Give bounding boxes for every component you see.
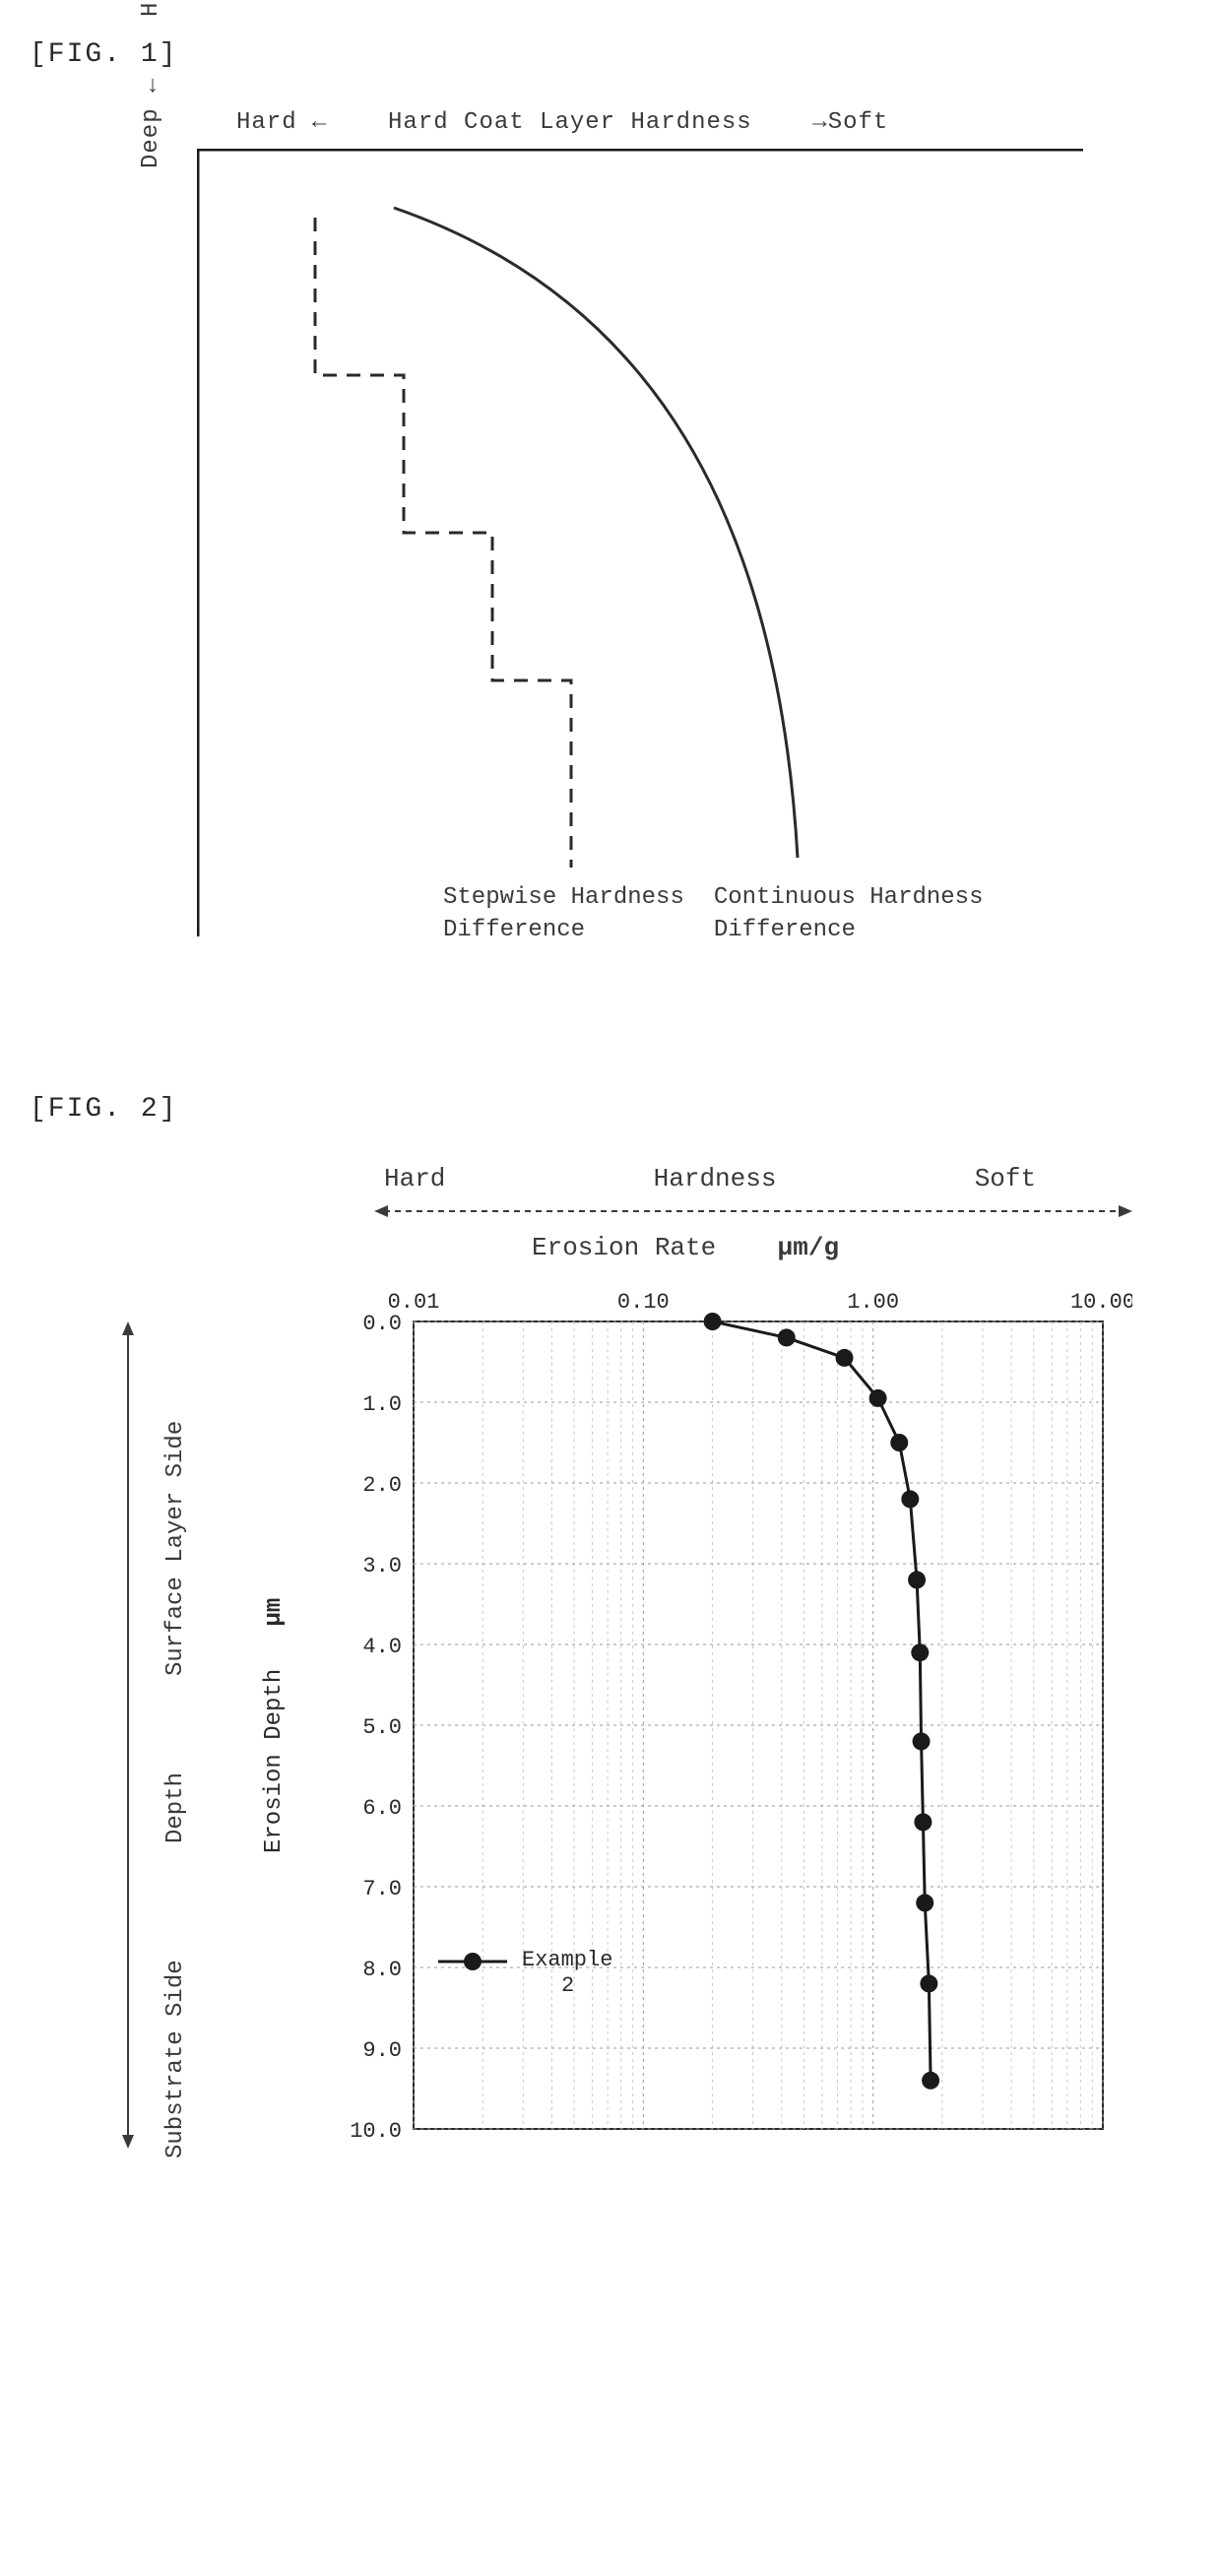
svg-text:2: 2 <box>561 1973 574 1998</box>
fig1-legend-continuous-l2: Difference <box>714 917 856 943</box>
fig2-depth-bottom-label: Substrate Side <box>162 1960 189 2158</box>
fig1-x-left: Hard ← <box>236 109 327 136</box>
fig2-label: [FIG. 2] <box>30 1094 1191 1125</box>
svg-text:5.0: 5.0 <box>362 1715 402 1740</box>
fig2-hardness-left: Hard <box>384 1164 445 1193</box>
svg-text:0.0: 0.0 <box>362 1312 402 1336</box>
fig2-x-title-text: Erosion Rate <box>532 1233 716 1262</box>
svg-text:1.0: 1.0 <box>362 1392 402 1417</box>
fig1-legend: Stepwise Hardness Difference Continuous … <box>443 882 984 946</box>
fig2-hardness-arrow-icon <box>374 1201 1132 1221</box>
figure-2: [FIG. 2] Hard Hardness Soft Erosion Rate… <box>30 1094 1191 2208</box>
fig2-hardness-right: Soft <box>975 1164 1036 1193</box>
fig1-x-center: Hard Coat Layer Hardness <box>388 109 752 136</box>
fig1-x-axis-label: Hard ← Hard Coat Layer Hardness →Soft <box>236 109 1044 136</box>
fig1-plot-svg <box>197 149 1083 936</box>
fig1-container: Hard ← Hard Coat Layer Hardness →Soft De… <box>148 109 1113 976</box>
fig1-legend-stepwise-l2: Difference <box>443 917 585 943</box>
svg-text:1.00: 1.00 <box>847 1290 899 1315</box>
fig2-y-title: Erosion Depth µm <box>261 1598 288 1853</box>
svg-text:4.0: 4.0 <box>362 1635 402 1659</box>
fig2-plot-svg: 0.010.101.0010.000.01.02.03.04.05.06.07.… <box>335 1272 1132 2158</box>
fig1-y-axis-label: Deep ← Hard Coat Layer Depth → Shallow <box>138 0 164 168</box>
fig1-legend-stepwise: Stepwise Hardness Difference <box>443 882 684 946</box>
fig1-label: [FIG. 1] <box>30 39 1191 70</box>
fig2-hardness-label: Hard Hardness Soft <box>384 1164 1123 1193</box>
svg-text:8.0: 8.0 <box>362 1958 402 1982</box>
fig2-depth-mid-label: Depth <box>162 1772 189 1843</box>
fig1-legend-stepwise-l1: Stepwise Hardness <box>443 884 684 911</box>
fig1-y-center: Hard Coat Layer Depth <box>138 0 164 17</box>
svg-text:6.0: 6.0 <box>362 1796 402 1821</box>
fig1-legend-continuous-l1: Continuous Hardness <box>714 884 984 911</box>
fig2-y-unit: µm <box>261 1598 288 1627</box>
svg-text:10.0: 10.0 <box>350 2119 402 2144</box>
svg-text:0.10: 0.10 <box>617 1290 670 1315</box>
fig2-depth-top-label: Surface Layer Side <box>162 1421 189 1676</box>
fig1-y-bottom: Deep ← <box>138 78 164 168</box>
fig2-x-title: Erosion Rate µm/g <box>532 1233 839 1262</box>
svg-text:3.0: 3.0 <box>362 1554 402 1578</box>
fig2-container: Hard Hardness Soft Erosion Rate µm/g Sur… <box>108 1164 1152 2208</box>
svg-text:7.0: 7.0 <box>362 1877 402 1901</box>
fig2-x-unit: µm/g <box>778 1233 839 1262</box>
svg-text:Example: Example <box>522 1948 612 1972</box>
svg-text:2.0: 2.0 <box>362 1473 402 1498</box>
fig1-legend-continuous: Continuous Hardness Difference <box>714 882 984 946</box>
svg-text:9.0: 9.0 <box>362 2038 402 2063</box>
fig2-y-title-text: Erosion Depth <box>261 1669 288 1853</box>
fig2-depth-arrow-icon <box>118 1321 138 2149</box>
figure-1: [FIG. 1] Hard ← Hard Coat Layer Hardness… <box>30 39 1191 976</box>
svg-text:10.00: 10.00 <box>1070 1290 1132 1315</box>
fig2-hardness-center: Hardness <box>654 1164 777 1193</box>
fig1-x-right: →Soft <box>812 109 888 136</box>
